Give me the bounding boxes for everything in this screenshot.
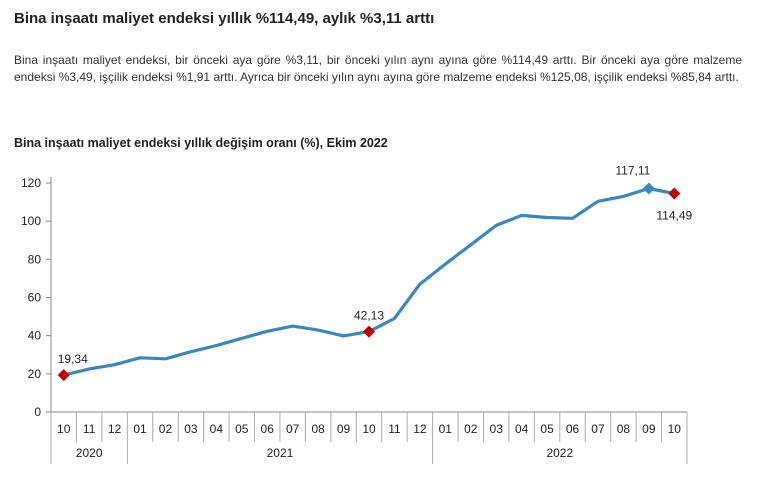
y-tick-label: 120 — [21, 176, 41, 190]
x-tick-label: 09 — [642, 422, 656, 436]
y-tick-label: 0 — [34, 405, 41, 419]
y-tick-label: 20 — [28, 367, 42, 381]
highlight-marker — [642, 182, 655, 195]
data-label: 117,11 — [615, 164, 650, 178]
summary-paragraph: Bina inşaatı maliyet endeksi, bir önceki… — [14, 53, 742, 84]
x-tick-label: 04 — [210, 422, 224, 436]
x-tick-label: 01 — [439, 422, 453, 436]
highlight-marker — [57, 369, 70, 382]
year-label: 2022 — [546, 446, 573, 460]
x-tick-label: 11 — [388, 422, 401, 436]
x-tick-label: 07 — [286, 422, 300, 436]
x-axis: 10 11 12 01 02 03 04 05 06 07 08 09 10 11 12 01 02 03 04 05… — [50, 411, 688, 464]
x-tick-label: 06 — [261, 422, 275, 436]
year-label: 2021 — [267, 446, 294, 460]
data-label: 114,49 — [656, 209, 692, 223]
x-tick-label: 03 — [490, 422, 504, 436]
marker-layer: 19,34 42,13 117,11 114,49 — [57, 164, 693, 382]
y-tick-label: 60 — [28, 291, 42, 305]
x-tick-label: 07 — [591, 422, 605, 436]
x-tick-label: 08 — [311, 422, 325, 436]
data-label: 19,34 — [58, 352, 88, 366]
y-tick-label: 80 — [28, 252, 42, 266]
x-tick-label: 11 — [83, 422, 96, 436]
series-line — [62, 186, 676, 377]
chart-title: Bina inşaatı maliyet endeksi yıllık deği… — [14, 136, 388, 150]
x-tick-label: 12 — [108, 422, 122, 436]
x-tick-label: 03 — [184, 422, 198, 436]
x-tick-label: 09 — [337, 422, 351, 436]
x-tick-label: 02 — [159, 422, 173, 436]
y-tick-label: 100 — [21, 214, 41, 228]
year-label: 2020 — [76, 446, 103, 460]
x-tick-label: 06 — [566, 422, 580, 436]
x-tick-label: 10 — [57, 422, 71, 436]
x-tick-label: 08 — [617, 422, 631, 436]
x-tick-label: 12 — [413, 422, 427, 436]
x-tick-label: 04 — [515, 422, 529, 436]
x-tick-label: 02 — [464, 422, 478, 436]
x-tick-label: 10 — [362, 422, 376, 436]
data-label: 42,13 — [354, 309, 384, 323]
y-axis: 0 20 40 60 80 100 120 — [21, 176, 52, 419]
highlight-marker — [668, 187, 681, 200]
page-headline: Bina inşaatı maliyet endeksi yıllık %114… — [14, 10, 435, 27]
x-tick-label: 10 — [668, 422, 682, 436]
x-tick-label: 05 — [235, 422, 249, 436]
highlight-marker — [363, 325, 375, 338]
y-tick-label: 40 — [28, 329, 42, 343]
series-layer — [62, 186, 676, 377]
x-tick-label: 05 — [540, 422, 554, 436]
x-tick-label: 01 — [133, 422, 147, 436]
